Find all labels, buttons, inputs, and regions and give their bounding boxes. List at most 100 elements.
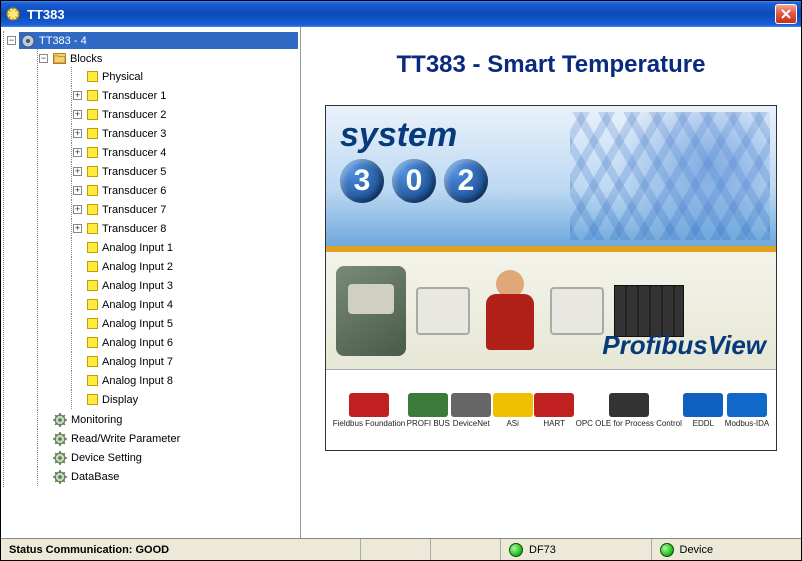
tree-item[interactable]: + Transducer 6 [71,181,298,200]
block-icon [87,280,98,291]
digit-2: 2 [444,159,488,203]
expand-icon[interactable]: + [73,91,82,100]
expand-icon[interactable]: + [73,129,82,138]
app-icon [5,6,21,22]
tree-item[interactable]: + Transducer 5 [71,162,298,181]
status-df-label: DF73 [529,544,556,556]
tree-item[interactable]: Analog Input 3 [71,276,298,295]
main-area: − TT383 - 4 −BlocksPhysical+Transducer 1… [1,27,801,538]
tree-spacer [73,319,82,328]
tree-item[interactable]: +Transducer 1 [71,86,298,105]
tree-spacer [73,338,82,347]
tree-item-label: Transducer 5 [102,166,166,178]
collapse-icon[interactable]: − [7,36,16,45]
expand-icon[interactable]: + [73,224,82,233]
tree-item[interactable]: + Transducer 7 [71,200,298,219]
tree-item[interactable]: Analog Input 6 [71,333,298,352]
block-icon [87,299,98,310]
tree-item-label: Analog Input 6 [102,337,173,349]
block-icon [87,185,98,196]
tree-item-label: Display [102,394,138,406]
tree-item[interactable]: + Transducer 2 [71,105,298,124]
tree-item[interactable]: Analog Input 4 [71,295,298,314]
collapse-icon[interactable]: − [39,54,48,63]
tree-spacer [73,376,82,385]
logo-swatch [349,393,389,417]
logo-label: DeviceNet [453,419,490,428]
title-bar: TT383 [1,1,801,27]
digit-3: 3 [340,159,384,203]
window-title: TT383 [27,7,775,22]
tree-spacer [73,281,82,290]
monitor-graphic-2 [550,287,604,335]
splash-logos: Fieldbus FoundationPROFI BUSDeviceNetASi… [326,370,776,450]
logo-swatch [408,393,448,417]
tree-item-label: Transducer 4 [102,147,166,159]
tree-item[interactable]: Physical [71,67,298,86]
expand-icon[interactable]: + [73,167,82,176]
tree-item-label: DataBase [71,471,119,483]
tree-item[interactable]: Display [71,390,298,409]
status-df: DF73 [501,539,652,560]
expand-icon[interactable]: + [73,205,82,214]
partner-logo: ASi [493,393,533,428]
block-icon [87,337,98,348]
tree-item[interactable]: Analog Input 2 [71,257,298,276]
block-icon [87,166,98,177]
tree-item[interactable]: +Transducer 8 [71,219,298,238]
tree-item-label: Transducer 2 [102,109,166,121]
tree-item[interactable]: −BlocksPhysical+Transducer 1+Transducer … [37,49,298,410]
partner-logo: HART [534,393,574,428]
tree-root[interactable]: − TT383 - 4 −BlocksPhysical+Transducer 1… [3,31,298,487]
block-icon [87,394,98,405]
logo-swatch [683,393,723,417]
tree-panel: − TT383 - 4 −BlocksPhysical+Transducer 1… [1,27,301,538]
block-icon [87,90,98,101]
partner-logo: Modbus-IDA [725,393,769,428]
tree-spacer [39,472,48,481]
tree-item[interactable]: Monitoring [37,410,298,429]
tree-item[interactable]: DataBase [37,467,298,486]
tree-item-label: Analog Input 8 [102,375,173,387]
tree-item-label: Analog Input 2 [102,261,173,273]
close-button[interactable] [775,4,797,24]
block-icon [87,204,98,215]
expand-icon[interactable]: + [73,148,82,157]
block-icon [87,147,98,158]
logo-swatch [451,393,491,417]
tree-spacer [73,300,82,309]
status-device-label: Device [680,544,714,556]
tree-item-label: Analog Input 4 [102,299,173,311]
tree-spacer [39,415,48,424]
tree-item[interactable]: Device Setting [37,448,298,467]
partner-logo: EDDL [683,393,723,428]
expand-icon[interactable]: + [73,110,82,119]
tree-item[interactable]: Analog Input 8 [71,371,298,390]
tree-item-label: Analog Input 1 [102,242,173,254]
tree-spacer [39,434,48,443]
tree-item[interactable]: Analog Input 1 [71,238,298,257]
partner-logo: Fieldbus Foundation [333,393,406,428]
status-bar: Status Communication: GOOD DF73 Device [1,538,801,560]
tree-item-label: Transducer 6 [102,185,166,197]
gear-icon [53,470,67,484]
logo-label: Modbus-IDA [725,419,769,428]
logo-label: ASi [506,419,518,428]
logo-swatch [534,393,574,417]
device-icon [21,34,35,48]
gear-icon [53,413,67,427]
tree-item[interactable]: Analog Input 5 [71,314,298,333]
led-green-icon [509,543,523,557]
tree-item[interactable]: Analog Input 7 [71,352,298,371]
tree-item[interactable]: + Transducer 4 [71,143,298,162]
tree-item-label: Transducer 7 [102,204,166,216]
tree-item-label: Read/Write Parameter [71,433,180,445]
tree-item-label: Analog Input 5 [102,318,173,330]
tree-spacer [73,395,82,404]
status-communication: Status Communication: GOOD [1,539,361,560]
expand-icon[interactable]: + [73,186,82,195]
logo-swatch [727,393,767,417]
tree-item[interactable]: +Transducer 3 [71,124,298,143]
monitor-graphic [416,287,470,335]
tree-item[interactable]: Read/Write Parameter [37,429,298,448]
